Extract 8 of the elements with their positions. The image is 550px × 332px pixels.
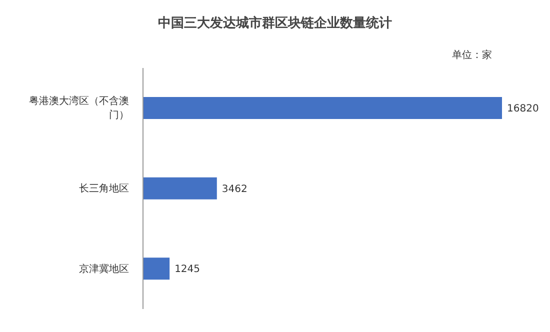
y-tick-label: 长三角地区 (79, 182, 129, 194)
y-tick-label: 粤港澳大湾区（不含澳门） (29, 94, 129, 121)
text: 单位：家 (452, 48, 492, 62)
chart-title: 中国三大发达城市群区块链企业数量统计 (157, 14, 393, 32)
data-label: 3462 (222, 184, 248, 195)
data-label: 1245 (174, 264, 200, 276)
data-label: 16820 (507, 104, 539, 115)
y-tick-label: 京津冀地区 (79, 262, 129, 275)
